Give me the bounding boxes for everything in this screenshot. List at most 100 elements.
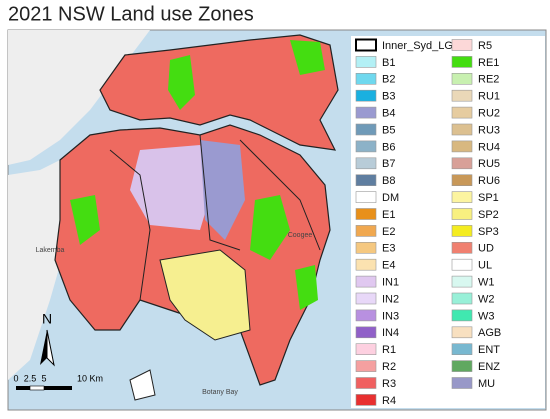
legend-swatch	[355, 225, 377, 237]
legend-swatch	[451, 292, 473, 305]
legend-label: R2	[382, 361, 396, 373]
legend-swatch	[355, 309, 377, 322]
scale-bar: 0 2.5 5 10 Km	[13, 373, 103, 391]
legend-swatch	[355, 258, 377, 271]
legend-swatch	[355, 377, 377, 389]
legend-label: UL	[478, 260, 492, 272]
legend-label: R3	[382, 378, 396, 390]
legend-label: RU2	[478, 108, 500, 120]
zone-area	[295, 265, 318, 310]
north-arrow: N	[40, 311, 55, 367]
zone-area	[159, 249, 251, 341]
legend-swatch	[451, 343, 473, 356]
legend-label: AGB	[478, 327, 501, 339]
legend-swatch	[451, 275, 473, 288]
legend-swatch	[451, 258, 473, 271]
legend-label: RU5	[478, 158, 500, 170]
legend-swatch	[355, 174, 377, 186]
zone-area	[200, 140, 245, 240]
legend-swatch	[451, 208, 473, 220]
scale-segment	[16, 386, 30, 390]
legend-label: ENZ	[478, 361, 500, 373]
legend-swatch	[451, 309, 473, 322]
place-label: Coogee	[288, 232, 313, 239]
land	[8, 30, 150, 165]
legend-swatch	[451, 326, 473, 339]
legend-label: SP2	[478, 209, 499, 221]
lga-boundary	[109, 134, 321, 301]
legend-swatch	[451, 360, 473, 372]
legend-label: RU4	[478, 141, 500, 153]
zone-area	[129, 369, 156, 401]
legend-swatch	[451, 225, 473, 237]
zone-area	[250, 195, 290, 260]
legend-swatch	[355, 360, 377, 372]
legend-swatch	[355, 73, 377, 85]
legend-label: E4	[382, 260, 395, 272]
legend-label: SP3	[478, 226, 499, 238]
zone-area	[290, 40, 325, 75]
legend-label: B8	[382, 175, 395, 187]
legend-label: RU1	[478, 91, 500, 103]
legend-swatch	[355, 394, 377, 406]
legend: Inner_Syd_LGAs B1 B2 B3 B4 B5 B6 B7 B8 DM E1 E2 E3 E4…	[355, 38, 501, 407]
legend-label: RU3	[478, 124, 500, 136]
legend-label: RE1	[478, 57, 499, 69]
legend-label: UD	[478, 243, 494, 255]
legend-swatch	[355, 38, 377, 52]
legend-label: R1	[382, 344, 396, 356]
legend-swatch	[355, 275, 377, 288]
legend-swatch	[355, 56, 377, 68]
north-label: N	[42, 311, 52, 327]
legend-swatch	[451, 242, 473, 254]
legend-label: B1	[382, 57, 395, 69]
legend-label: B3	[382, 91, 395, 103]
place-label: Lakemba	[36, 247, 65, 254]
legend-swatch	[355, 208, 377, 220]
legend-label: IN1	[382, 277, 399, 289]
legend-swatch	[451, 106, 473, 119]
scale-segment	[29, 385, 45, 391]
legend-swatch	[355, 89, 377, 102]
legend-label: B5	[382, 124, 395, 136]
scale-label: 5	[41, 373, 46, 383]
scale-label: 10 Km	[77, 373, 103, 383]
legend-swatch	[451, 39, 473, 51]
legend-label: IN3	[382, 310, 399, 322]
zone-area	[168, 55, 195, 110]
legend-swatch	[355, 157, 377, 170]
legend-label: E2	[382, 226, 395, 238]
legend-label: E1	[382, 209, 395, 221]
legend-label: W3	[478, 310, 495, 322]
legend-label: RU6	[478, 175, 500, 187]
legend-label: MU	[478, 378, 495, 390]
legend-label: B4	[382, 108, 395, 120]
legend-swatch	[451, 56, 473, 68]
legend-swatch	[451, 140, 473, 153]
legend-swatch	[451, 123, 473, 136]
legend-swatch	[355, 140, 377, 153]
legend-swatch	[355, 123, 377, 136]
zone-area	[70, 195, 100, 245]
legend-swatch	[355, 191, 377, 203]
legend-swatch	[355, 292, 377, 305]
legend-label: SP1	[478, 192, 499, 204]
north-arrow-left	[40, 330, 47, 365]
legend-swatch	[451, 174, 473, 186]
legend-swatch	[355, 343, 377, 356]
legend-label: R4	[382, 395, 396, 407]
legend-label: W1	[478, 277, 495, 289]
legend-label: ENT	[478, 344, 500, 356]
place-label: Botany Bay	[202, 389, 238, 396]
north-arrow-right	[46, 329, 55, 367]
scale-segment	[44, 386, 72, 390]
legend-label: Inner_Syd_LGAs	[382, 40, 466, 52]
legend-label: R5	[478, 40, 492, 52]
scale-label: 2.5	[24, 373, 37, 383]
legend-label: B6	[382, 141, 395, 153]
legend-label: E3	[382, 243, 395, 255]
legend-label: W2	[478, 293, 495, 305]
scale-label: 0	[13, 373, 18, 383]
legend-swatch	[355, 242, 377, 254]
